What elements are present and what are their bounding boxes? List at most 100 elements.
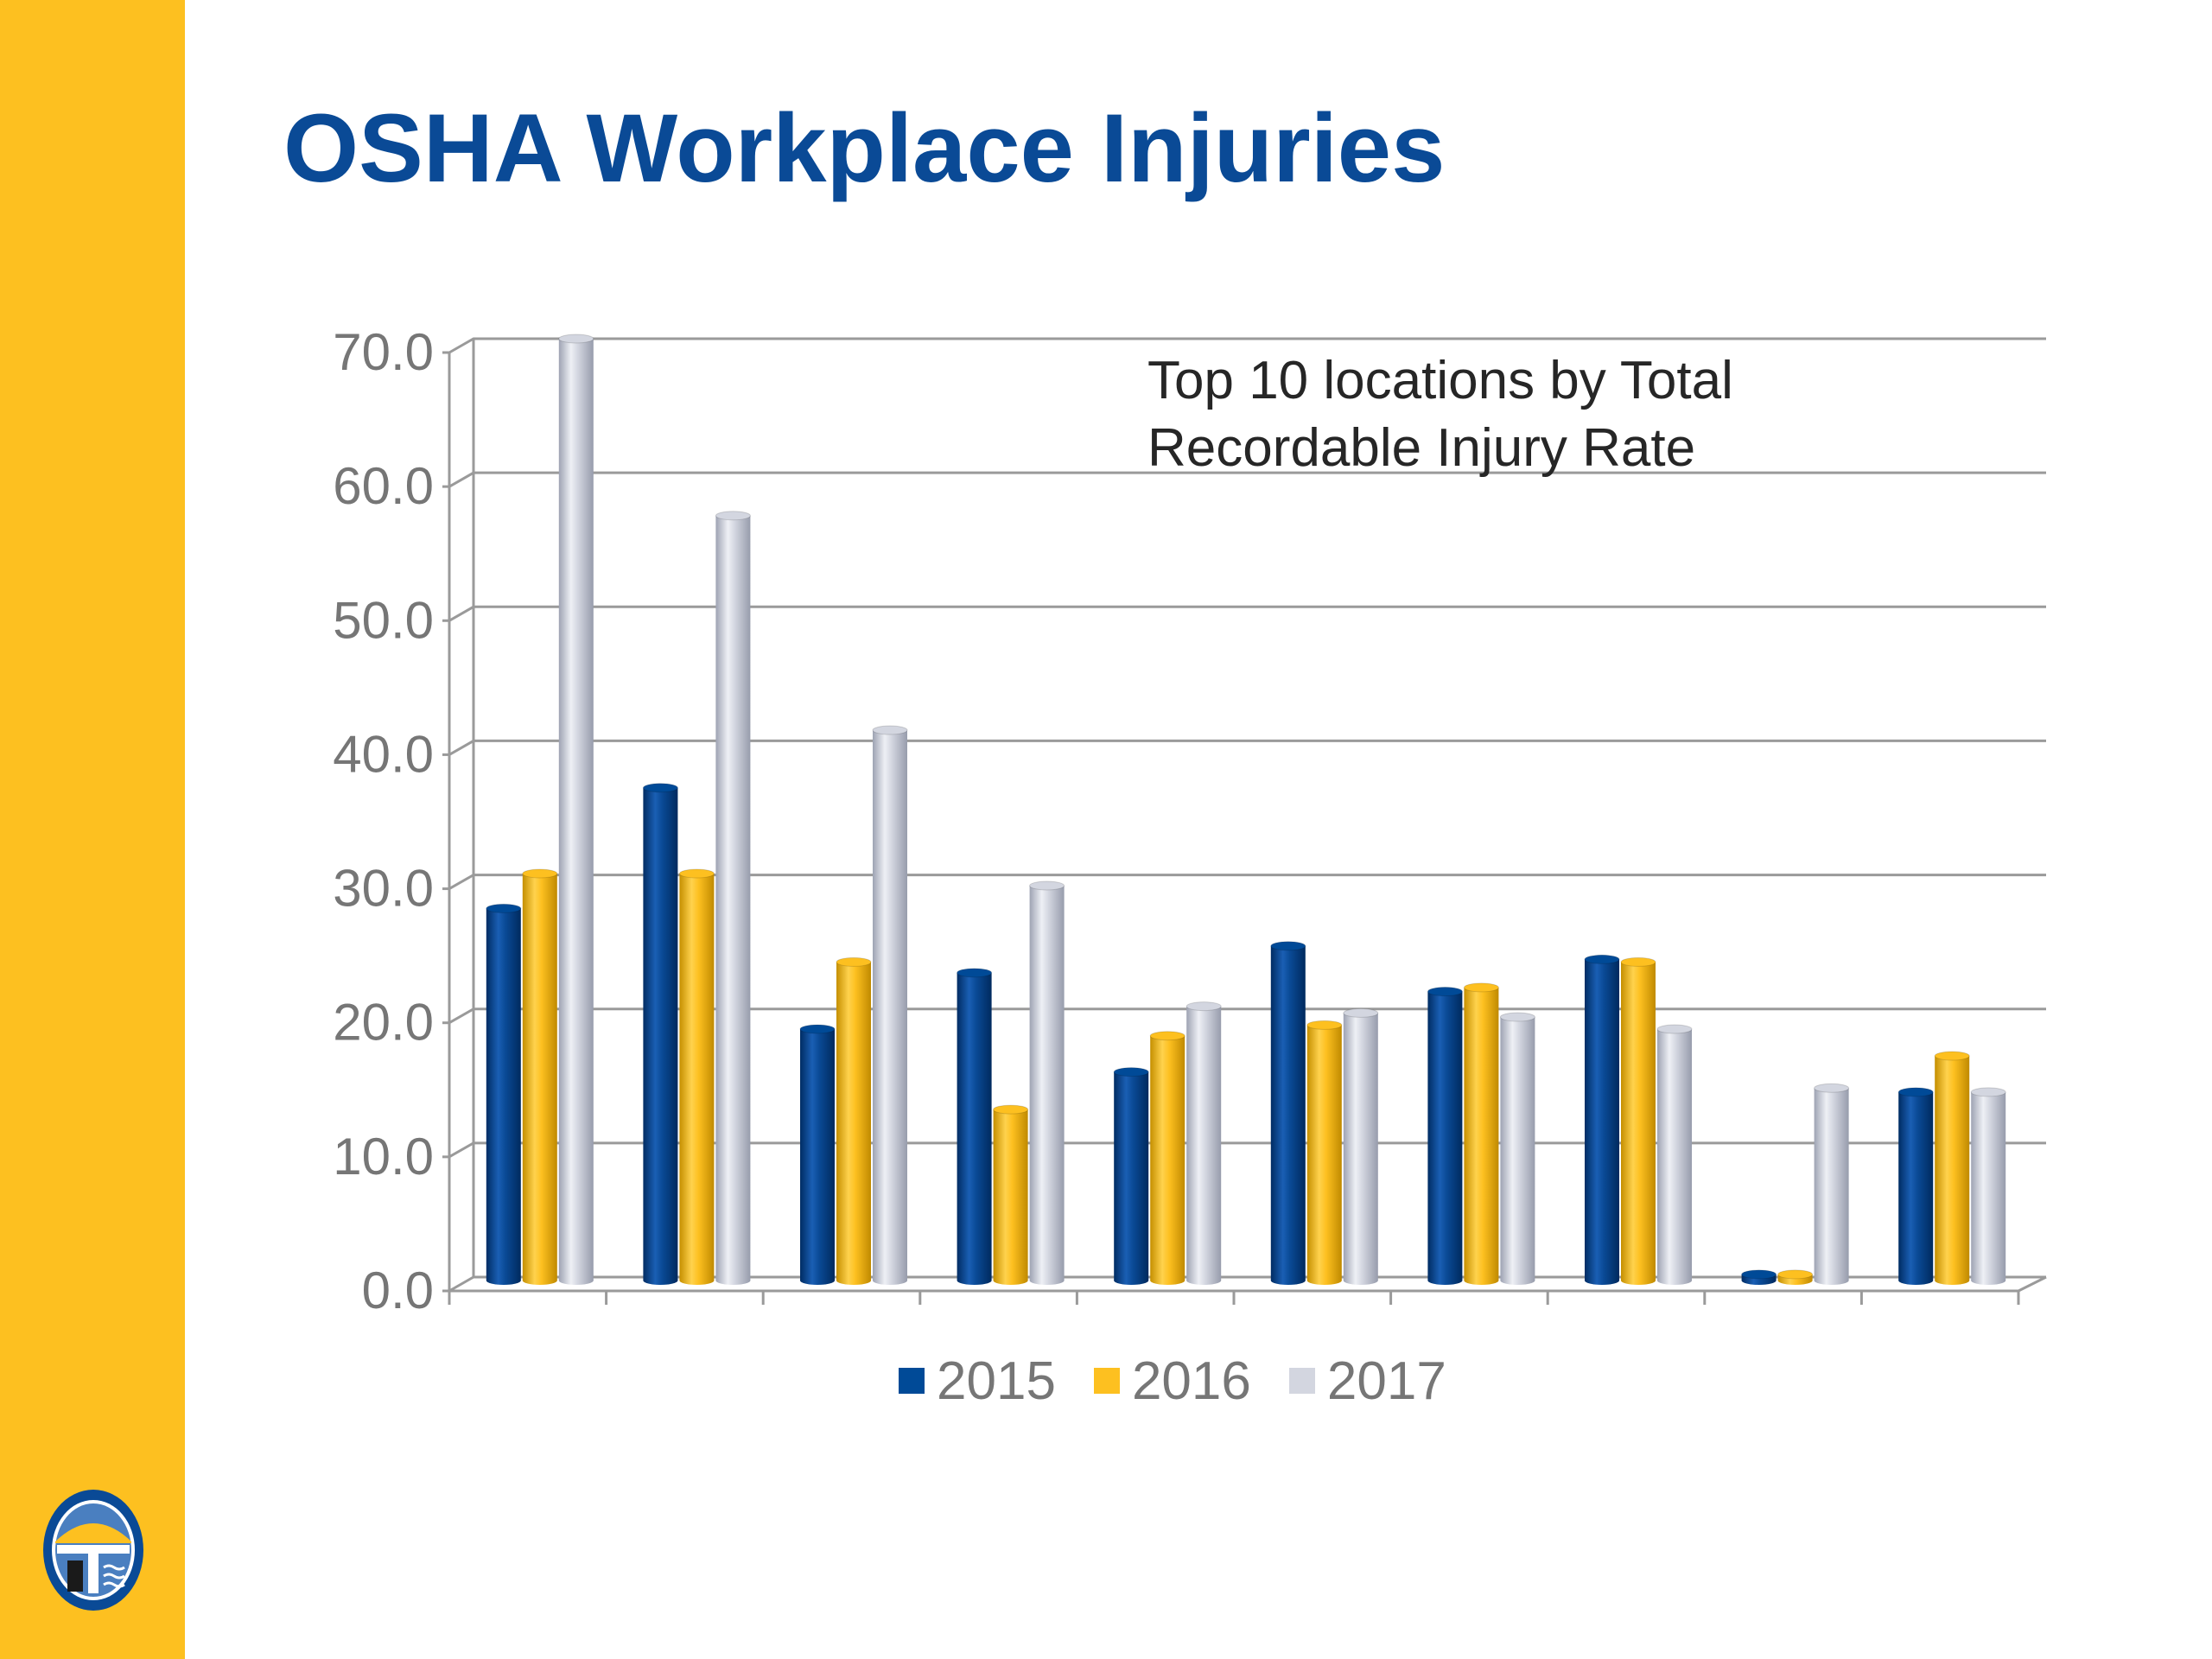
- bar-cap: [1343, 1007, 1379, 1018]
- bar: [1270, 941, 1306, 1285]
- bar-cap: [1934, 1051, 1970, 1061]
- bar-cap: [1499, 1012, 1535, 1022]
- legend-item-2015: 2015: [899, 1351, 1056, 1412]
- bar: [1343, 1007, 1379, 1285]
- bar-body: [1814, 1088, 1849, 1281]
- bar: [1970, 1087, 2006, 1285]
- bar: [486, 903, 522, 1285]
- legend-item-2016: 2016: [1093, 1351, 1251, 1412]
- bar-cap: [486, 903, 522, 913]
- bar-cap: [1584, 954, 1620, 964]
- bar: [1306, 1020, 1343, 1285]
- bar-cap: [1970, 1087, 2006, 1097]
- bar-cap: [1270, 941, 1306, 951]
- sidebar-stripe: [0, 0, 185, 1659]
- bar-base: [522, 1276, 557, 1285]
- bar: [1620, 957, 1656, 1285]
- bar: [642, 783, 678, 1285]
- bar: [1584, 954, 1620, 1285]
- bar-base: [836, 1276, 871, 1285]
- bar-body: [1114, 1071, 1149, 1281]
- bar-body: [1270, 945, 1306, 1281]
- bar-cap: [1814, 1083, 1850, 1093]
- bar-base: [558, 1276, 594, 1285]
- bar-body: [1898, 1091, 1934, 1281]
- bar: [715, 511, 751, 1285]
- ytick-label: 50.0: [333, 591, 434, 649]
- bar-base: [1777, 1276, 1813, 1285]
- bar-base: [1306, 1276, 1342, 1285]
- legend-label-2015: 2015: [937, 1351, 1056, 1411]
- legend-swatch-2016: [1093, 1368, 1120, 1394]
- bar-base: [1585, 1276, 1619, 1285]
- bar-base: [1270, 1276, 1306, 1285]
- bar-cap: [1741, 1269, 1777, 1280]
- ytick-label: 0.0: [362, 1262, 434, 1319]
- chart-legend: 2015 2016 2017: [899, 1346, 1446, 1415]
- bar-body: [1971, 1091, 2006, 1281]
- bar-body: [1657, 1028, 1692, 1281]
- bar-body: [715, 515, 751, 1281]
- bar-cap: [558, 334, 594, 344]
- bar-base: [1621, 1276, 1656, 1285]
- bar-base: [1464, 1276, 1499, 1285]
- bar-base: [1814, 1276, 1849, 1285]
- bar-base: [1186, 1276, 1222, 1285]
- annotation-line-1: Top 10 locations by Total: [1147, 351, 1733, 410]
- bar: [799, 1024, 836, 1285]
- bar-base: [1935, 1276, 1970, 1285]
- bar-body: [1464, 987, 1499, 1281]
- bar: [678, 868, 715, 1285]
- bar: [1934, 1051, 1970, 1285]
- bar-base: [873, 1276, 907, 1285]
- bar-base: [1657, 1276, 1692, 1285]
- bar-body: [800, 1028, 835, 1281]
- bar: [1029, 880, 1065, 1285]
- bar: [1897, 1087, 1934, 1285]
- bar-base: [486, 1276, 521, 1285]
- bar: [1814, 1083, 1850, 1285]
- floor-side-edge: [2018, 1275, 2047, 1293]
- chart-annotation: Top 10 locations by Total Recordable Inj…: [1147, 347, 1733, 482]
- bar: [558, 334, 594, 1285]
- legend-label-2017: 2017: [1326, 1351, 1446, 1411]
- ytick-label: 60.0: [333, 457, 434, 515]
- bar-base: [1971, 1276, 2006, 1285]
- bar-base: [957, 1276, 992, 1285]
- bar: [1427, 987, 1463, 1285]
- bar-cap: [872, 725, 908, 735]
- bar-cap: [1620, 957, 1656, 967]
- gridline: [448, 739, 2046, 756]
- bar-cap: [1185, 1001, 1222, 1012]
- bar-body: [522, 874, 557, 1281]
- bar-base: [679, 1276, 715, 1285]
- bar-base: [1741, 1276, 1777, 1285]
- bar-cap: [799, 1024, 836, 1034]
- page-title: OSHA Workplace Injuries: [283, 94, 1446, 202]
- bar-cap: [1306, 1020, 1343, 1030]
- bar-cap: [642, 783, 678, 793]
- bar-cap: [678, 868, 715, 879]
- bar: [1149, 1031, 1185, 1285]
- bar-body: [1343, 1013, 1378, 1281]
- bar: [993, 1104, 1029, 1285]
- bar-base: [1500, 1276, 1535, 1285]
- bar-body: [873, 730, 907, 1281]
- bar-base: [993, 1276, 1028, 1285]
- ytick-label: 40.0: [333, 725, 434, 783]
- bar-cap: [1777, 1269, 1814, 1280]
- bar-cap: [1113, 1067, 1149, 1077]
- bar-body: [1150, 1035, 1185, 1281]
- bar-cap: [836, 957, 872, 967]
- bar-body: [1500, 1017, 1535, 1281]
- legend-swatch-2017: [1288, 1368, 1315, 1394]
- bar-base: [715, 1276, 751, 1285]
- annotation-line-2: Recordable Injury Rate: [1147, 418, 1696, 478]
- bar-cap: [1656, 1024, 1693, 1034]
- bar-body: [1585, 959, 1619, 1281]
- bar: [1656, 1024, 1693, 1285]
- city-of-tulsa-seal-icon: [43, 1490, 143, 1611]
- bar: [522, 868, 558, 1285]
- bar: [1113, 1067, 1149, 1285]
